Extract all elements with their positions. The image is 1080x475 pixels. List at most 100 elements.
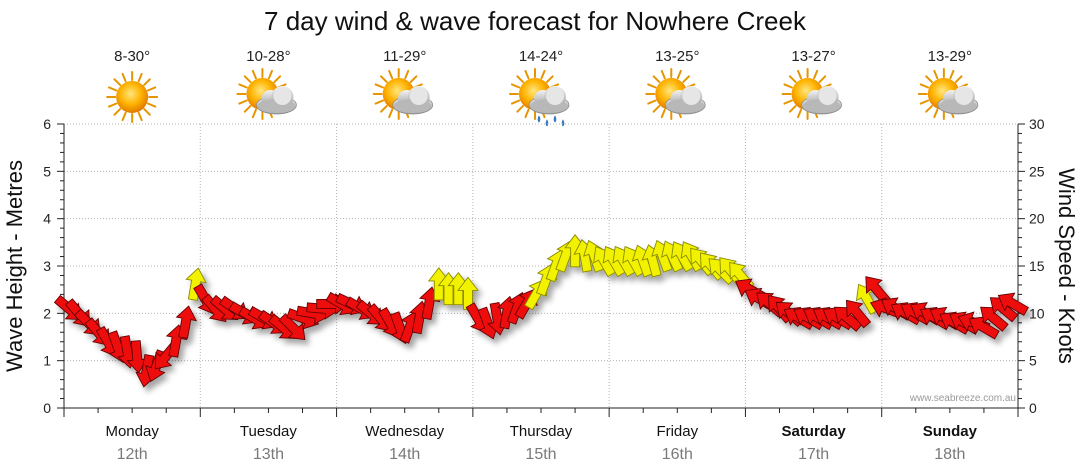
temperature-range: 14-24° — [519, 48, 563, 65]
sun-ray — [660, 69, 666, 80]
sun-rays — [106, 71, 159, 123]
sun-ray — [647, 99, 657, 105]
temperature-range: 13-25° — [655, 48, 699, 65]
sun-ray — [251, 108, 257, 119]
temperature-range: 8-30° — [114, 48, 150, 65]
sun-ray — [273, 75, 282, 83]
y-right-tick-label: 0 — [1029, 400, 1037, 416]
y-right-tick-label: 20 — [1029, 211, 1045, 227]
y-left-tick-label: 2 — [43, 305, 51, 321]
sun-ray — [146, 102, 157, 108]
rain-drop — [537, 115, 541, 123]
sun-ray — [380, 75, 388, 83]
rain-drop — [545, 119, 549, 127]
sun-ray — [251, 69, 257, 80]
sun-ray — [783, 99, 793, 105]
day-label: Friday — [656, 423, 698, 440]
sun-ray — [238, 83, 248, 89]
sun-ray — [388, 108, 394, 119]
sun-cloud-icon — [372, 68, 434, 120]
date-label: 13th — [253, 446, 284, 463]
sun-ray — [524, 108, 530, 119]
sun-ray — [137, 111, 143, 122]
y-axis-right-label: Wind Speed - Knots — [1054, 168, 1079, 364]
day-label: Saturday — [781, 423, 846, 440]
date-label: 14th — [389, 446, 420, 463]
sun-ray — [682, 75, 690, 83]
sun-ray — [818, 75, 827, 83]
cloud-shape — [801, 86, 842, 115]
weather-header: 8-30° 10-28° 11-29° 14-24° 13-25° 13-27° 13-29… — [106, 48, 979, 127]
sun-ray — [797, 108, 803, 119]
sun-ray — [949, 69, 955, 80]
day-label: Sunday — [923, 423, 978, 440]
temperature-range: 13-27° — [791, 48, 835, 65]
y-axis-left-label: Wave Height - Metres — [2, 160, 27, 372]
sun-cloud-icon — [917, 68, 979, 120]
date-label: 18th — [934, 446, 965, 463]
cloud-highlight — [682, 87, 701, 105]
cloud-shape — [937, 86, 979, 115]
y-right-tick-label: 10 — [1029, 305, 1045, 321]
sun-icon — [106, 71, 159, 123]
sun-ray — [121, 72, 127, 83]
wind-arrow — [845, 299, 872, 329]
sun-cloud-icon — [781, 68, 842, 120]
sun-ray — [143, 78, 151, 86]
sun-ray — [510, 83, 521, 89]
sun-ray — [121, 111, 127, 122]
y-left-tick-label: 1 — [43, 353, 51, 369]
sun-ray — [267, 69, 273, 80]
sun-ray — [652, 75, 661, 83]
date-label: 15th — [525, 446, 556, 463]
day-label: Tuesday — [240, 423, 297, 440]
grid-lines — [64, 123, 1018, 408]
date-label: 16th — [662, 446, 693, 463]
day-label: Wednesday — [365, 423, 444, 440]
cloud-highlight — [546, 87, 564, 105]
y-right-tick-label: 5 — [1029, 353, 1037, 369]
sun-ray — [933, 69, 939, 80]
y-left-tick-label: 6 — [43, 116, 51, 132]
chart-title: 7 day wind & wave forecast for Nowhere C… — [264, 6, 807, 36]
sun-ray — [954, 75, 963, 83]
sun-ray — [813, 69, 819, 80]
sun-ray — [660, 108, 666, 119]
sun-ray — [524, 69, 530, 80]
sun-ray — [108, 102, 118, 108]
temperature-range: 13-29° — [928, 48, 972, 65]
wind-arrow — [175, 305, 198, 339]
wind-arrow — [278, 313, 306, 341]
axes: 0 1 2 3 4 5 6 0 5 10 15 20 25 30 — [43, 116, 1045, 417]
sun-ray — [933, 108, 939, 119]
sun-ray — [788, 75, 797, 83]
sun-ray — [404, 69, 410, 80]
date-label: 12th — [117, 446, 148, 463]
rain-drop — [561, 119, 565, 127]
cloud-highlight — [273, 87, 292, 105]
y-right-tick-label: 25 — [1029, 163, 1045, 179]
y-left-tick-label: 0 — [43, 400, 51, 416]
cloud-shape — [528, 86, 570, 127]
day-label: Monday — [105, 423, 159, 440]
sun-ray — [676, 69, 682, 80]
rain-drop — [553, 115, 557, 123]
date-label: 17th — [798, 446, 829, 463]
sun-ray — [143, 108, 151, 116]
sun-ray — [516, 105, 524, 113]
sun-ray — [243, 105, 252, 113]
sun-cloud-rain-icon — [509, 68, 570, 127]
wind-arrows — [53, 234, 1029, 388]
sun-ray — [137, 72, 143, 83]
sun-ray — [388, 69, 394, 80]
sun-ray — [925, 105, 933, 113]
sun-ray — [788, 105, 797, 113]
wind-arrow — [185, 267, 207, 301]
sun-ray — [409, 75, 418, 83]
sun-ray — [540, 69, 546, 80]
sun-ray — [546, 75, 554, 83]
sun-ray — [374, 99, 385, 105]
y-right-tick-label: 30 — [1029, 116, 1045, 132]
sun-ray — [925, 75, 933, 83]
